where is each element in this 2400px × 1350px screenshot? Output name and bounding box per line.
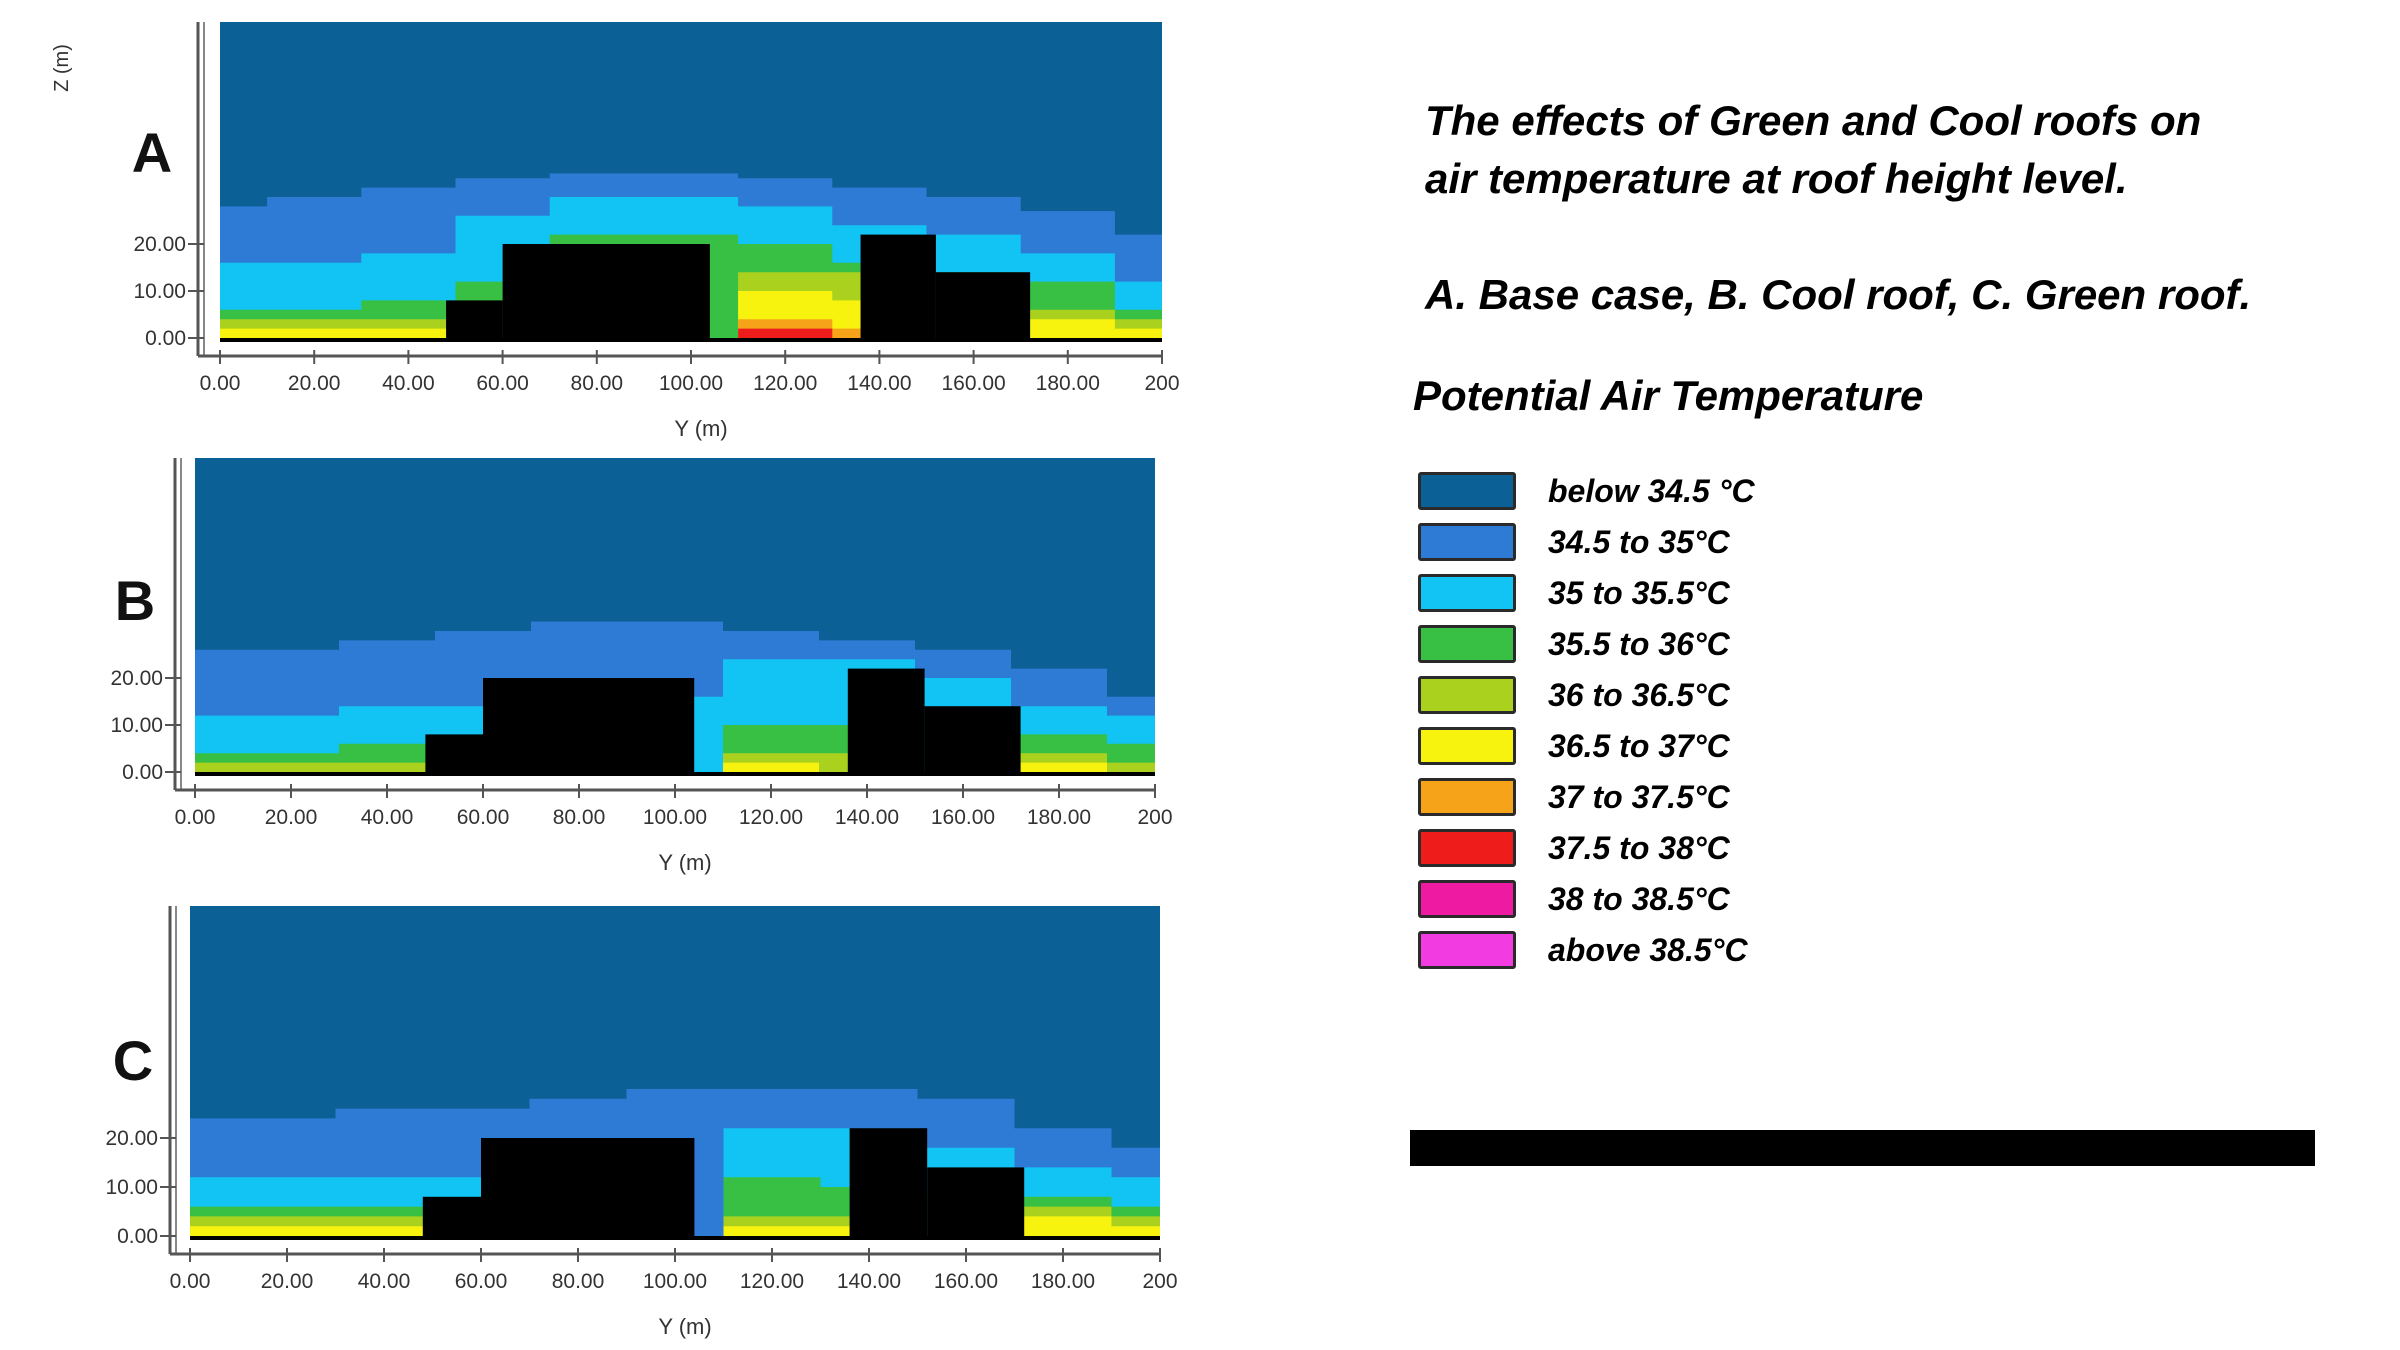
building xyxy=(425,734,483,772)
legend-swatch xyxy=(1418,625,1516,663)
black-bar xyxy=(1410,1130,2315,1166)
x-tick-label: 100.00 xyxy=(659,372,723,395)
x-tick-label: 100.00 xyxy=(643,806,707,829)
x-tick-label: 40.00 xyxy=(358,1270,411,1293)
x-tick-label: 120.00 xyxy=(740,1270,804,1293)
y-tick-label: 20.00 xyxy=(105,1127,158,1150)
x-tick-label: 100.00 xyxy=(643,1270,707,1293)
legend-label: above 38.5°C xyxy=(1548,932,1748,968)
panel-label: B xyxy=(115,569,155,632)
y-tick-label: 10.00 xyxy=(105,1176,158,1199)
legend-swatch xyxy=(1418,829,1516,867)
y-tick-label: 0.00 xyxy=(122,761,163,784)
legend-swatch xyxy=(1418,880,1516,918)
building xyxy=(483,678,695,772)
building xyxy=(849,1128,928,1236)
x-tick-label: 60.00 xyxy=(457,806,510,829)
x-tick-label: 180.00 xyxy=(1031,1270,1095,1293)
legend-label: below 34.5 °C xyxy=(1548,473,1755,509)
x-tick-label: 60.00 xyxy=(476,372,529,395)
y-tick-label: 20.00 xyxy=(110,667,163,690)
x-tick-label: 20.00 xyxy=(265,806,318,829)
x-axis-label: Y (m) xyxy=(658,850,711,875)
legend-label: 37 to 37.5°C xyxy=(1548,779,1730,815)
x-tick-label: 40.00 xyxy=(361,806,414,829)
legend-swatch xyxy=(1418,472,1516,510)
building xyxy=(502,244,710,338)
caption-cases: A. Base case, B. Cool roof, C. Green roo… xyxy=(1425,271,2252,318)
x-tick-label: 80.00 xyxy=(553,806,606,829)
x-tick-label: 0.00 xyxy=(175,806,216,829)
building xyxy=(860,234,936,338)
x-tick-label: 0.00 xyxy=(170,1270,211,1293)
panel-label: A xyxy=(132,121,172,184)
building xyxy=(446,300,503,338)
y-axis-label: Z (m) xyxy=(51,44,73,92)
legend-label: 38 to 38.5°C xyxy=(1548,881,1730,917)
legend-title: Potential Air Temperature xyxy=(1413,372,1924,419)
x-tick-label: 200 xyxy=(1144,372,1179,395)
x-tick-label: 140.00 xyxy=(837,1270,901,1293)
building xyxy=(927,1167,1025,1236)
x-tick-label: 180.00 xyxy=(1036,372,1100,395)
heatmap-figure: 0.00 20.00 40.00 60.00 80.00 100.00 120.00 140.… xyxy=(51,22,1180,1339)
building xyxy=(422,1196,481,1236)
caption-line-2: air temperature at roof height level. xyxy=(1425,155,2128,202)
ground-line xyxy=(220,338,1162,342)
building xyxy=(481,1138,695,1236)
legend-label: 35.5 to 36°C xyxy=(1548,626,1730,662)
x-tick-label: 60.00 xyxy=(455,1270,508,1293)
x-tick-label: 160.00 xyxy=(934,1270,998,1293)
x-tick-label: 20.00 xyxy=(288,372,341,395)
legend-label: 34.5 to 35°C xyxy=(1548,524,1730,560)
x-tick-label: 40.00 xyxy=(382,372,435,395)
x-tick-label: 0.00 xyxy=(200,372,241,395)
x-tick-label: 140.00 xyxy=(835,806,899,829)
y-tick-label: 0.00 xyxy=(117,1225,158,1248)
temperature-band xyxy=(195,762,1155,772)
legend-swatch xyxy=(1418,778,1516,816)
ground-line xyxy=(195,772,1155,776)
panel-label: C xyxy=(113,1029,153,1092)
x-tick-label: 160.00 xyxy=(931,806,995,829)
caption-line-1: The effects of Green and Cool roofs on xyxy=(1425,97,2202,144)
y-tick-label: 20.00 xyxy=(133,233,186,256)
x-axis-label: Y (m) xyxy=(674,416,727,441)
building xyxy=(924,706,1021,772)
figure-caption: The effects of Green and Cool roofs on a… xyxy=(1425,92,2325,324)
legend-swatch xyxy=(1418,727,1516,765)
y-tick-label: 0.00 xyxy=(145,327,186,350)
legend-swatch xyxy=(1418,574,1516,612)
x-tick-label: 160.00 xyxy=(941,372,1005,395)
x-tick-label: 120.00 xyxy=(753,372,817,395)
building xyxy=(935,272,1031,338)
x-tick-label: 200 xyxy=(1142,1270,1177,1293)
legend-label: 37.5 to 38°C xyxy=(1548,830,1730,866)
x-tick-label: 20.00 xyxy=(261,1270,314,1293)
x-axis-label: Y (m) xyxy=(658,1314,711,1339)
legend-swatch xyxy=(1418,931,1516,969)
x-tick-label: 120.00 xyxy=(739,806,803,829)
building xyxy=(847,668,925,772)
x-tick-label: 80.00 xyxy=(571,372,624,395)
y-tick-label: 10.00 xyxy=(133,280,186,303)
x-tick-label: 80.00 xyxy=(552,1270,605,1293)
x-tick-label: 140.00 xyxy=(847,372,911,395)
legend-swatch xyxy=(1418,676,1516,714)
legend-label: 35 to 35.5°C xyxy=(1548,575,1730,611)
y-tick-label: 10.00 xyxy=(110,714,163,737)
legend-label: 36.5 to 37°C xyxy=(1548,728,1730,764)
ground-line xyxy=(190,1236,1160,1240)
legend-label: 36 to 36.5°C xyxy=(1548,677,1730,713)
legend-swatch xyxy=(1418,523,1516,561)
x-tick-label: 180.00 xyxy=(1027,806,1091,829)
x-tick-label: 200 xyxy=(1137,806,1172,829)
